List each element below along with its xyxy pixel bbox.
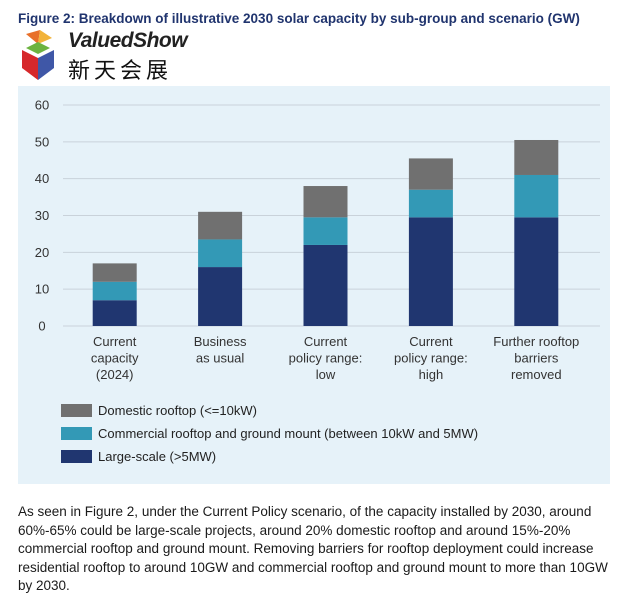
y-tick-label: 0 [38, 319, 45, 334]
x-tick-label: policy range: [394, 351, 468, 366]
bar-segment [198, 239, 243, 268]
x-tick-label: as usual [196, 351, 245, 366]
x-tick-label: (2024) [96, 367, 134, 382]
bar-segment [303, 244, 348, 326]
figure-title: Figure 2: Breakdown of illustrative 2030… [18, 11, 580, 26]
bar-segment [198, 267, 243, 326]
x-tick-label: Business [194, 334, 247, 349]
bar-segment [92, 281, 137, 301]
x-tick-label: barriers [514, 351, 559, 366]
bar-segment [92, 300, 137, 326]
bar-segment [408, 158, 453, 190]
bar-segment [408, 217, 453, 326]
legend-swatch [61, 450, 92, 463]
bar-segment [514, 217, 559, 326]
legend-swatch [61, 427, 92, 440]
legend-label: Large-scale (>5MW) [98, 449, 216, 464]
watermark-logo: ValuedShow 新天会展 [18, 26, 198, 84]
legend-label: Domestic rooftop (<=10kW) [98, 403, 257, 418]
x-tick-label: Further rooftop [493, 334, 579, 349]
x-tick-label: Current [93, 334, 137, 349]
legend-swatch [61, 404, 92, 417]
chart-panel: 0 10 20 30 40 50 60 Current capacity (2024) Busine… [18, 86, 610, 484]
bar-segment [303, 186, 348, 218]
y-tick-label: 60 [35, 98, 49, 113]
legend-label: Commercial rooftop and ground mount (bet… [98, 426, 478, 441]
bar-segment [303, 217, 348, 245]
y-tick-label: 30 [35, 208, 49, 223]
y-tick-label: 10 [35, 282, 49, 297]
watermark-brand: ValuedShow [68, 29, 188, 52]
watermark-chinese: 新天会展 [68, 58, 173, 83]
bar-segment [92, 263, 137, 282]
bar-segment [408, 189, 453, 218]
y-tick-label: 50 [35, 134, 49, 149]
y-tick-label: 40 [35, 171, 49, 186]
bar-segment [514, 139, 559, 175]
x-tick-label: Current [304, 334, 348, 349]
x-tick-label: Current [409, 334, 453, 349]
x-tick-label: removed [511, 367, 562, 382]
x-tick-label: policy range: [289, 351, 363, 366]
y-tick-label: 20 [35, 245, 49, 260]
caption-paragraph: As seen in Figure 2, under the Current P… [18, 504, 608, 593]
watermark-logo-icon [22, 30, 54, 80]
x-tick-label: high [419, 367, 444, 382]
bar-segment [198, 211, 243, 240]
x-tick-label: low [316, 367, 336, 382]
bar-segment [514, 174, 559, 218]
x-tick-label: capacity [91, 351, 139, 366]
stacked-bar-chart: 0 10 20 30 40 50 60 Current capacity(2024) Busine… [35, 98, 600, 464]
